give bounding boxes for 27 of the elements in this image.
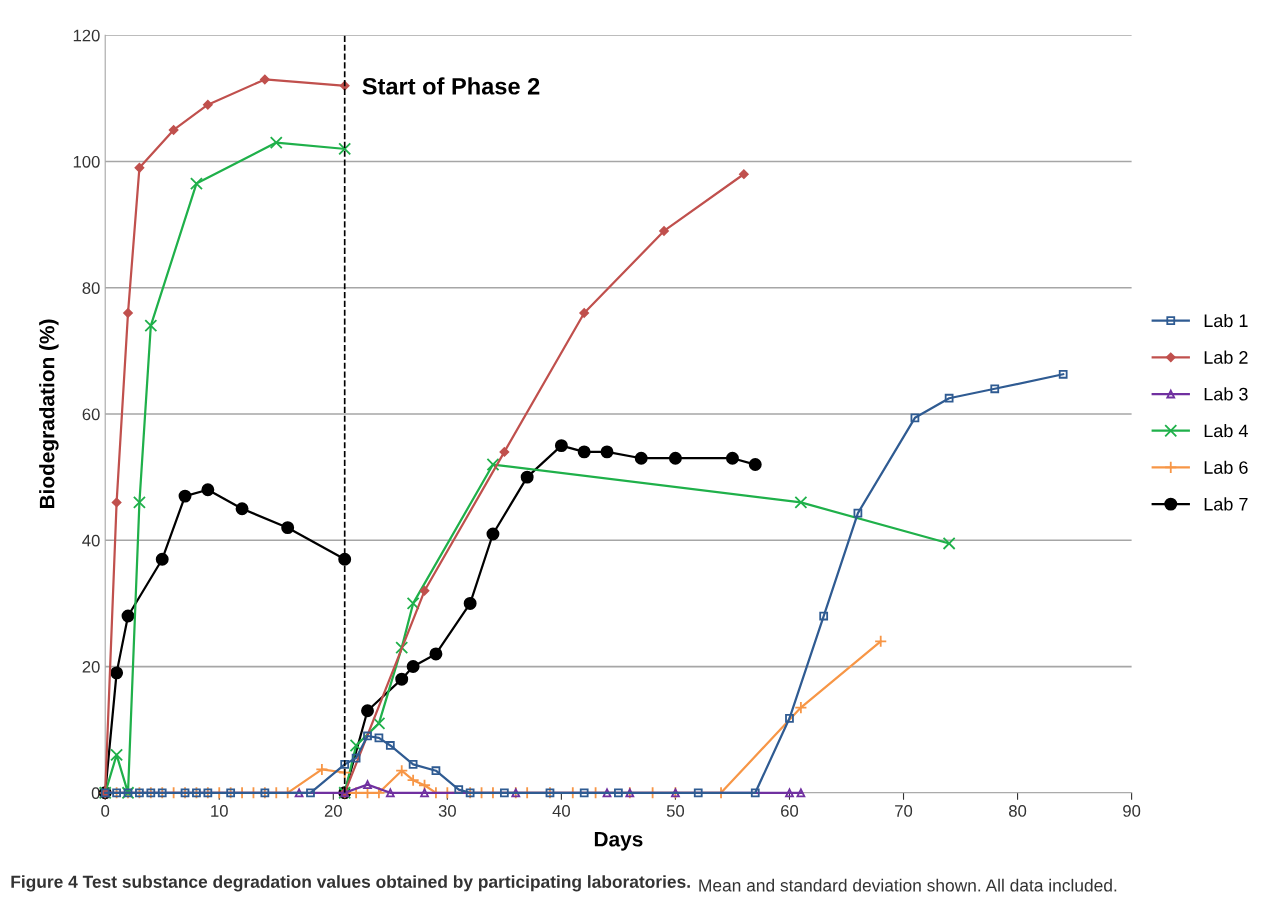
ref-line-label: Start of Phase 2: [362, 77, 540, 95]
x-tick-label: 20: [324, 805, 342, 817]
text: Mean and standard deviation shown. All data included.: [699, 878, 1117, 892]
legend-label: Lab 6: [1204, 460, 1248, 474]
legend-label: Lab 4: [1204, 423, 1248, 438]
x-tick-label: 60: [781, 805, 799, 817]
legend-label: Lab 7: [1204, 497, 1248, 511]
y-tick-label: 120: [73, 29, 100, 42]
legend-label: Lab 1: [1204, 313, 1248, 328]
y-tick-label: 80: [82, 282, 100, 294]
y-tick-label: 20: [82, 660, 100, 673]
x-tick-label: 80: [1009, 805, 1027, 817]
x-tick-label: 70: [895, 805, 913, 817]
y-tick-label: 40: [82, 534, 100, 547]
x-tick-label: 90: [1123, 805, 1141, 817]
caption: Figure 4 Test substance degradation values obtained by participating laboratories.: [11, 875, 690, 892]
y-tick-label: 60: [82, 408, 100, 421]
x-tick-label: 10: [211, 805, 228, 817]
x-tick-label: 40: [552, 805, 570, 817]
y-tick-label: 100: [73, 155, 100, 168]
x-axis-title: Days: [594, 832, 643, 851]
y-axis-title: Biodegradation (%): [39, 319, 59, 509]
x-tick-label: 30: [438, 805, 456, 817]
legend-label: Lab 3: [1204, 387, 1248, 401]
x-tick-label: 0: [101, 805, 110, 817]
legend-label: Lab 2: [1204, 350, 1248, 364]
x-tick-label: 50: [666, 805, 685, 817]
